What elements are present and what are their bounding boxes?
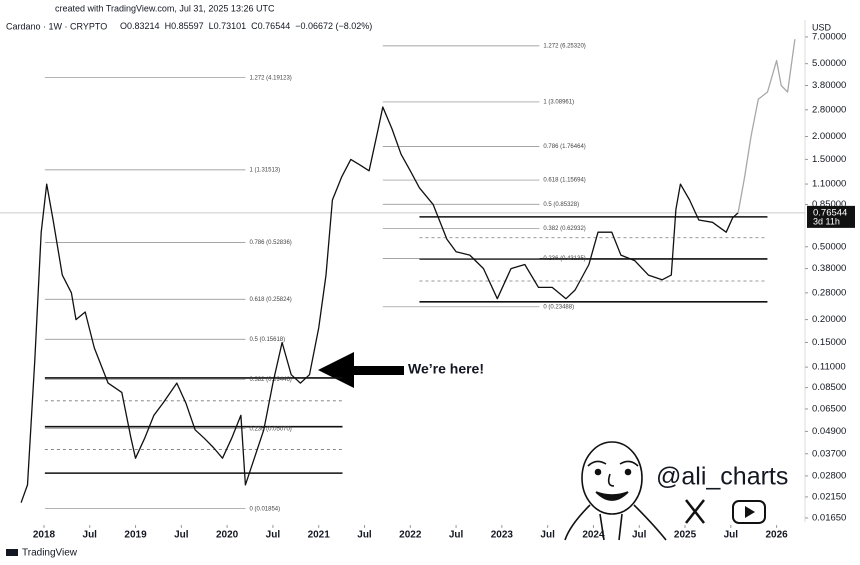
price-line-series xyxy=(737,39,796,214)
ohlc-value: 0.73101 xyxy=(214,21,247,31)
y-tick-label: 0.02150 xyxy=(812,491,846,502)
fib-label: 0.618 (1.15694) xyxy=(543,178,585,184)
fib-label: 1 (3.08961) xyxy=(543,100,574,106)
fib-label: 0.382 (0.09446) xyxy=(249,377,291,383)
chart-title: Cardano · 1W · CRYPTO xyxy=(6,21,107,31)
y-tick-label: 1.10000 xyxy=(812,179,846,190)
fib-label: 0.5 (0.85328) xyxy=(543,202,579,208)
y-tick-label: 2.80000 xyxy=(812,104,846,115)
x-tick-label: 2025 xyxy=(674,530,697,541)
fib-label: 0 (0.01854) xyxy=(249,506,280,512)
fib-label: 1.272 (4.19123) xyxy=(249,75,291,81)
fib-label: 0.618 (0.25824) xyxy=(249,297,291,303)
x-tick-label: 2023 xyxy=(491,530,514,541)
price-line-series xyxy=(20,106,739,503)
x-tick-label: 2021 xyxy=(308,530,331,541)
tv-logo xyxy=(6,549,18,556)
fib-label: 0.5 (0.15618) xyxy=(249,337,285,343)
fib-label: 1.272 (6.25320) xyxy=(543,43,585,49)
ohlc: O0.83214 H0.85597 L0.73101 C0.76544 −0.06672… xyxy=(120,21,372,31)
youtube-icon xyxy=(732,500,766,524)
x-tick-label: 2020 xyxy=(216,530,239,541)
ohlc-value: 0.76544 xyxy=(258,21,291,31)
y-tick-label: 0.28000 xyxy=(812,287,846,298)
x-tick-label: 2024 xyxy=(582,530,605,541)
x-tick-label: Jul xyxy=(266,530,281,541)
y-tick-label: 0.01650 xyxy=(812,512,846,523)
fib-label: 0.382 (0.62932) xyxy=(543,226,585,232)
y-tick-label: 3.80000 xyxy=(812,80,846,91)
y-tick-label: 0.11000 xyxy=(812,362,846,373)
ohlc-key: C xyxy=(251,21,258,31)
y-tick-label: 0.06500 xyxy=(812,403,846,414)
ohlc-value: 0.85597 xyxy=(171,21,204,31)
x-tick-label: Jul xyxy=(174,530,189,541)
x-tick-label: Jul xyxy=(83,530,98,541)
x-tick-label: 2026 xyxy=(765,530,788,541)
ohlc-key: O xyxy=(120,21,127,31)
y-tick-label: 0.38000 xyxy=(812,263,846,274)
y-tick-label: 0.85000 xyxy=(812,199,846,210)
y-tick-label: 0.20000 xyxy=(812,314,846,325)
y-tick-label: 2.00000 xyxy=(812,131,846,142)
ohlc-value: 0.83214 xyxy=(127,21,160,31)
y-axis-label: USD xyxy=(812,22,832,32)
fib-label: 0.786 (0.52836) xyxy=(249,240,291,246)
y-tick-label: 5.00000 xyxy=(812,58,846,69)
fib-label: 0.786 (1.76464) xyxy=(543,144,585,150)
fib-label: 1 (1.31513) xyxy=(249,167,280,173)
y-tick-label: 1.50000 xyxy=(812,154,846,165)
ohlc-key: H xyxy=(165,21,172,31)
x-icon xyxy=(685,499,705,524)
price-tag xyxy=(807,205,855,228)
x-tick-label: 2018 xyxy=(33,530,56,541)
annotation: We’re here! xyxy=(408,361,484,377)
avatar xyxy=(564,441,667,541)
y-tick-label: 0.03700 xyxy=(812,448,846,459)
x-tick-label: 2022 xyxy=(399,530,422,541)
ohlc-key: L xyxy=(209,21,214,31)
footer: TradingView xyxy=(22,548,78,559)
y-tick-label: 0.15000 xyxy=(812,337,846,348)
y-tick-label: 0.08500 xyxy=(812,382,846,393)
change: −0.06672 (−8.02%) xyxy=(295,21,372,31)
y-tick-label: 0.04900 xyxy=(812,426,846,437)
watermark: @ali_charts xyxy=(656,463,788,491)
countdown: 3d 11h xyxy=(813,216,840,226)
x-tick-label: Jul xyxy=(724,530,739,541)
x-tick-label: Jul xyxy=(632,530,647,541)
x-tick-label: Jul xyxy=(540,530,555,541)
last-price: 0.76544 xyxy=(813,207,847,218)
x-tick-label: Jul xyxy=(449,530,464,541)
y-tick-label: 0.50000 xyxy=(812,241,846,252)
fib-label: 0.236 (0.05070) xyxy=(249,426,291,432)
arrow xyxy=(318,352,404,388)
x-tick-label: 2019 xyxy=(124,530,147,541)
y-tick-label: 0.02800 xyxy=(812,470,846,481)
created-note: created with TradingView.com, Jul 31, 20… xyxy=(55,3,275,13)
fib-label: 0 (0.23488) xyxy=(543,304,574,310)
y-tick-label: 7.00000 xyxy=(812,31,846,42)
x-tick-label: Jul xyxy=(357,530,372,541)
fib-label: 0.236 (0.43135) xyxy=(543,256,585,262)
